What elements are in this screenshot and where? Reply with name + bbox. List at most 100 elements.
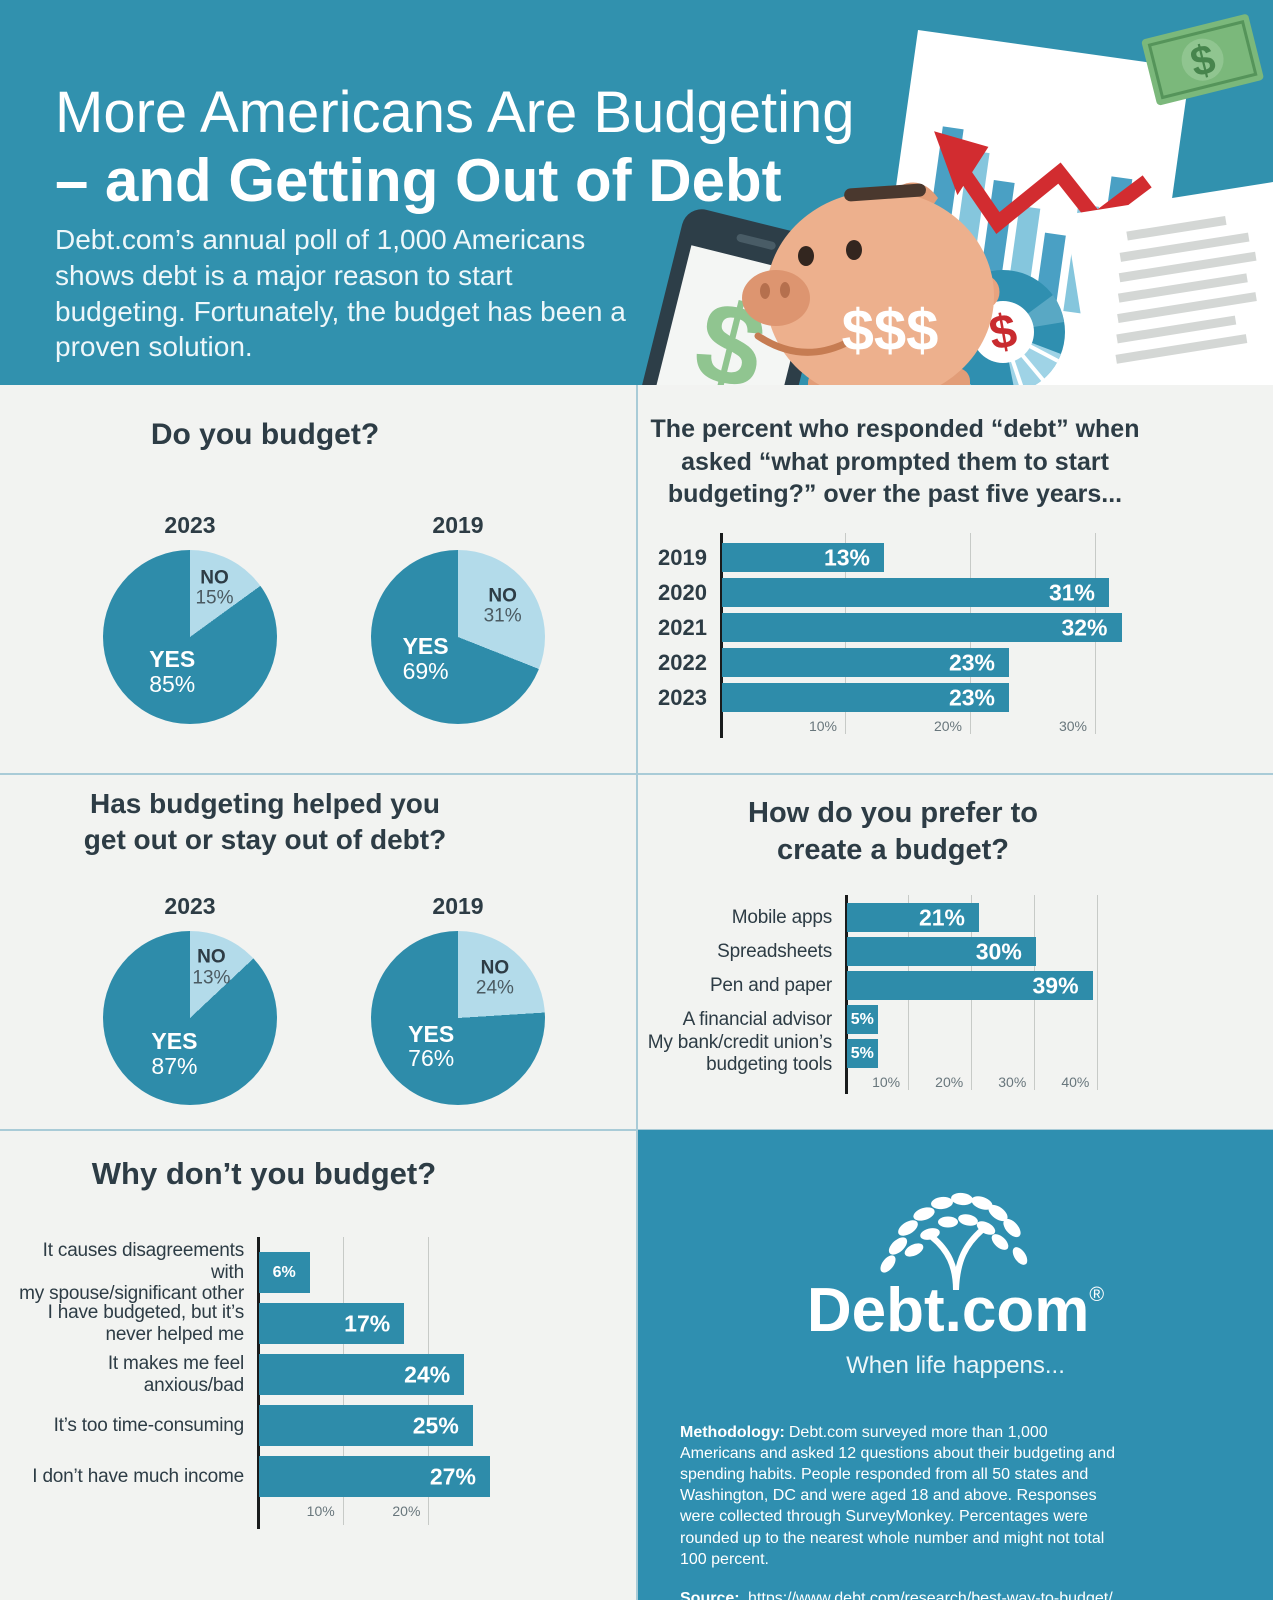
- pie-slice-label-no: NO 24%: [476, 958, 514, 999]
- bar-value-label: 30%: [975, 938, 1022, 964]
- bar-value-label: 21%: [918, 904, 965, 930]
- footer-brand-box: Debt.com® When life happens... Methodolo…: [638, 1130, 1273, 1600]
- bar-chart-why-not-budget: 10% 20% It causes disagreements with my sp…: [12, 1237, 507, 1539]
- slice-value: 13%: [192, 967, 231, 989]
- debt-com-logo: Debt.com® When life happens...: [638, 1190, 1273, 1380]
- x-axis-tick: 10%: [306, 1503, 335, 1519]
- source-url-link[interactable]: https://www.debt.com/research/best-way-t…: [748, 1589, 1113, 1600]
- slice-value: 76%: [408, 1045, 455, 1072]
- bar-category-label: 2021: [658, 614, 707, 640]
- pie-year-label: 2019: [432, 893, 484, 919]
- x-axis-tick: 30%: [1058, 718, 1087, 734]
- slice-name: YES: [149, 646, 196, 673]
- bar-category-label: It causes disagreements with my spouse/s…: [19, 1239, 244, 1305]
- pie-slice-label-yes: YES 76%: [408, 1020, 455, 1072]
- slice-value: 31%: [483, 605, 522, 627]
- slice-value: 85%: [149, 670, 196, 697]
- bar-why-not-budget-0: 6%: [258, 1252, 310, 1293]
- pie-slice-label-no: NO 13%: [192, 946, 231, 989]
- footer-text: Methodology: Debt.com surveyed more than …: [680, 1422, 1116, 1600]
- section-title-why-not-budget: Why don’t you budget?: [91, 1156, 437, 1191]
- bar-chart-prefer-budget: 10% 20% 30% 40% Mobile apps 21% Spreadsheets 30…: [637, 895, 1120, 1104]
- bar-prefer-budget-4: 5%: [846, 1039, 879, 1068]
- bar-debt-prompt-1: 31%: [721, 578, 1109, 607]
- slice-name: NO: [200, 567, 229, 589]
- bar-category-label: My bank/credit union’s budgeting tools: [647, 1031, 832, 1075]
- methodology-label: Methodology:: [680, 1424, 785, 1441]
- bar-value-label: 39%: [1032, 972, 1079, 998]
- bar-category-label: 2020: [658, 579, 707, 605]
- slice-name: YES: [151, 1028, 198, 1055]
- bar-prefer-budget-3: 5%: [846, 1005, 879, 1034]
- slice-name: YES: [408, 1020, 455, 1047]
- svg-text:$$$: $$$: [842, 298, 939, 363]
- bar-category-label: A financial advisor: [682, 1008, 833, 1030]
- bar-category-label: Mobile apps: [731, 906, 832, 928]
- slice-value: 69%: [402, 658, 449, 684]
- page-title-line1: More Americans Are Budgeting: [55, 79, 855, 145]
- source-label: Source:: [680, 1589, 740, 1600]
- bar-category-label: Pen and paper: [709, 974, 832, 996]
- slice-name: YES: [402, 633, 449, 660]
- logo-tagline: When life happens...: [846, 1352, 1065, 1379]
- section-title-debt-prompt: The percent who responded “debt” when as…: [650, 415, 1140, 508]
- logo-wordmark: Debt.com®: [806, 1276, 1105, 1345]
- content-grid: Do you budget? 2023 YES 85% NO 15% 2019 YES 69%…: [0, 385, 1273, 1600]
- bar-value-label: 23%: [948, 649, 995, 675]
- x-axis-tick: 20%: [392, 1503, 421, 1519]
- pie-helped-debt-2019: YES 76% NO 24%: [371, 931, 545, 1105]
- bar-value-label: 23%: [948, 684, 995, 710]
- pie-block-2019: 2019 YES 76% NO 24%: [371, 893, 545, 1105]
- bar-debt-prompt-4: 23%: [721, 683, 1009, 712]
- pie-year-label: 2023: [164, 893, 216, 919]
- slice-value: 15%: [195, 587, 234, 609]
- pie-block-2019: 2019 YES 69% NO 31%: [371, 512, 545, 724]
- bar-why-not-budget-1: 17%: [258, 1303, 405, 1344]
- vertical-divider: [636, 385, 638, 1600]
- slice-name: NO: [488, 585, 517, 607]
- x-axis-tick: 20%: [935, 1074, 964, 1090]
- x-axis-tick: 10%: [872, 1074, 901, 1090]
- paper-lines-icon: [1065, 181, 1273, 428]
- bar-why-not-budget-4: 27%: [258, 1456, 490, 1497]
- header-banner: More Americans Are Budgeting – and Getti…: [0, 0, 1273, 479]
- bar-prefer-budget-0: 21%: [846, 903, 979, 932]
- pie-slice-label-no: NO 31%: [484, 586, 522, 627]
- bar-why-not-budget-3: 25%: [258, 1405, 473, 1446]
- bar-why-not-budget-2: 24%: [258, 1354, 465, 1395]
- x-axis-tick: 10%: [808, 718, 837, 734]
- page-title-line2: – and Getting Out of Debt: [55, 147, 782, 215]
- slice-name: NO: [480, 957, 510, 979]
- bar-prefer-budget-1: 30%: [846, 937, 1036, 966]
- source-paragraph: Source: https://www.debt.com/research/be…: [680, 1588, 1116, 1600]
- pie-slice-label-yes: YES 69%: [403, 634, 449, 684]
- pie-year-label: 2019: [432, 512, 484, 538]
- pie-year-label: 2023: [164, 512, 216, 538]
- bar-category-label: I have budgeted, but it’s never helped m…: [47, 1301, 245, 1345]
- bar-category-label: It makes me feel anxious/bad: [107, 1352, 244, 1396]
- bar-category-label: 2022: [658, 649, 707, 675]
- bar-value-label: 32%: [1061, 614, 1108, 640]
- bar-category-label: 2019: [658, 544, 707, 570]
- bar-value-label: 5%: [850, 1010, 874, 1028]
- bar-value-label: 13%: [823, 544, 870, 570]
- pie-slice-label-yes: YES 85%: [149, 647, 195, 697]
- horizontal-divider-1: [0, 773, 1273, 775]
- bar-value-label: 24%: [404, 1361, 451, 1387]
- slice-name: NO: [197, 946, 226, 968]
- bar-value-label: 31%: [1048, 579, 1095, 605]
- bar-chart-debt-prompt: 10% 20% 30% 2019 13% 2020 31% 2021 32% 2022 23% 202…: [655, 533, 1155, 748]
- pie-slice-label-no: NO 15%: [195, 568, 233, 609]
- bar-category-label: 2023: [658, 684, 707, 710]
- pie-chart-do-you-budget: 2023 YES 85% NO 15% 2019 YES 69% NO 31%: [0, 512, 637, 762]
- bar-category-label: It’s too time-consuming: [53, 1414, 245, 1436]
- gridline-40: [1097, 895, 1099, 1090]
- bar-category-label: I don’t have much income: [32, 1465, 244, 1487]
- section-title-do-you-budget: Do you budget?: [150, 418, 380, 451]
- finance-illustration: $: [631, 14, 1273, 479]
- bar-category-label: Spreadsheets: [717, 940, 832, 962]
- section-title-helped-debt: Has budgeting helped you get out or stay…: [83, 788, 447, 855]
- section-title-prefer-budget: How do you prefer to create a budget?: [748, 797, 1038, 866]
- bar-value-label: 27%: [429, 1463, 476, 1489]
